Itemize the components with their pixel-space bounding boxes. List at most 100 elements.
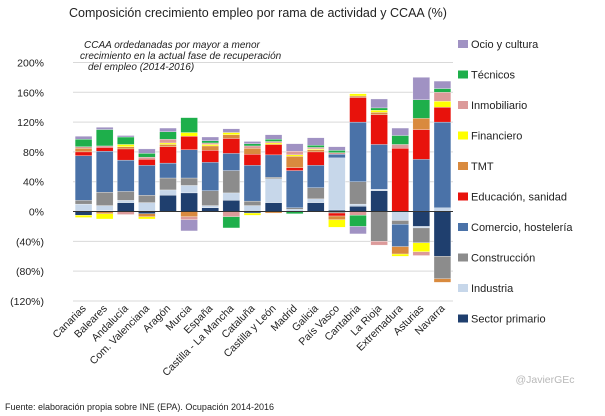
bar-segment [201,140,219,144]
legend-label: Técnicos [471,70,516,82]
bar-segment [370,190,388,212]
bar-segment [391,135,409,145]
bar-segment [74,211,93,216]
bar-segment [412,159,430,212]
bar-segment [307,147,325,150]
bar-segment [138,216,156,220]
bar-segment [138,159,156,166]
bar-segment [74,203,93,212]
bar-segment [412,118,430,130]
bar-segment [370,144,388,190]
legend-swatch [458,253,468,262]
bar-segment [349,95,367,98]
bar-segment [264,202,283,212]
bar-segment [370,189,388,191]
bar-segment [412,242,430,252]
annotation-line: del empleo (2014-2016) [88,62,194,73]
bar-segment [349,93,367,97]
bar-segment [117,159,135,192]
chart-credit: @JavierGEc [515,374,574,386]
bar-segment [370,241,388,246]
bar-segment [391,220,409,225]
bar-segment [243,141,262,144]
bar-segment [222,192,240,201]
bar-segment [159,131,177,140]
bar-segment [159,127,177,132]
y-tick-label: 120% [17,117,44,129]
legend-swatch [458,70,468,79]
bar-segment [286,167,304,171]
bar-segment [96,127,114,130]
bar-segment [117,136,135,145]
legend: Ocio y cultura Técnicos Inmobiliario Financ… [458,39,573,326]
bar-segment [264,141,283,144]
bar-segment [370,98,388,109]
bar-segment [433,278,452,283]
bar-segment [433,107,452,123]
annotation-line: crecimiento en la actual fase de recuper… [80,51,282,62]
bar-segment [286,170,304,208]
bar-segment [412,129,430,160]
bar-segment [264,139,283,142]
bar-segment [201,162,219,191]
bar-segment [391,211,409,221]
bar-segment [117,135,135,138]
bar-segment [222,200,240,212]
bar-segment [391,127,409,136]
legend-label: Comercio, hostelería [471,222,573,234]
bar-segment [328,152,346,155]
bar-segment [433,80,452,89]
legend-swatch [458,314,468,323]
bar-segment [243,153,262,166]
bar-segment [264,177,283,179]
bar-segment [286,151,304,156]
bar-segment [243,205,262,212]
legend-swatch [458,284,468,292]
legend-label: Inmobiliario [471,100,527,112]
bar-segment [138,148,156,154]
bar-segment [138,165,156,196]
legend-swatch [458,101,468,109]
bar-segment [307,165,325,188]
legend-label: Educación, sanidad [471,192,567,204]
bar-segment [412,211,430,227]
legend-label: Ocio y cultura [471,39,539,51]
bar-segment [74,215,93,218]
bar-segment [201,142,219,145]
bar-segment [201,205,219,208]
bar-segment [222,170,240,194]
bar-segment [201,207,219,212]
bar-segment [391,144,409,149]
bar-segment [159,142,177,145]
bar-segment [96,147,114,152]
bar-segment [96,145,114,148]
bar-segment [370,114,388,145]
chart-title: Composición crecimiento empleo por rama … [69,6,447,20]
bar-segment [138,153,156,158]
bar-segment [180,216,198,220]
y-tick-label: (120%) [10,296,44,308]
bar-segment [117,202,135,212]
legend-swatch [458,162,468,170]
bar-segment [138,156,156,160]
legend-swatch [458,131,468,140]
legend-swatch [458,40,468,48]
bar-segment [74,200,93,205]
y-axis: 200% 160% 120% 80% 40% 0% (40%) (80%) (120%) [10,57,44,308]
bar-segment [117,146,135,150]
bar-segment [264,134,283,140]
y-tick-label: 0% [29,207,44,219]
bar-segment [117,200,135,203]
bar-segment [433,207,452,212]
bar-segment [307,187,325,200]
bar-segment [159,189,177,196]
bar-segment [349,203,367,207]
bar-segment [180,149,198,179]
bar-segment [96,129,114,147]
bar-segment [201,136,219,141]
bar-segment [264,142,283,145]
bar-segment [180,211,198,217]
bar-segment [328,157,346,211]
bar-segment [328,219,346,228]
